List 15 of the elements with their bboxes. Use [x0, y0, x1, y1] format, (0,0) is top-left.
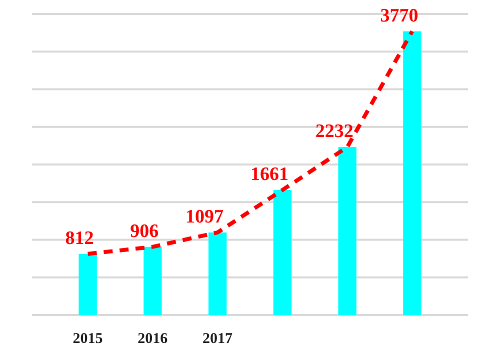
x-tick-label: 2015 — [72, 331, 103, 347]
data-label: 3770 — [380, 5, 418, 26]
data-label: 1097 — [186, 206, 224, 228]
x-tick-label: 2016 — [138, 331, 168, 347]
bar — [208, 232, 227, 315]
data-label: 1661 — [250, 164, 288, 186]
data-label: 2232 — [315, 121, 354, 142]
data-label: 906 — [130, 220, 159, 242]
data-label: 812 — [65, 228, 94, 249]
bar — [338, 147, 356, 315]
bar — [78, 254, 97, 315]
bar — [403, 31, 422, 315]
bar — [273, 190, 292, 315]
bar — [144, 246, 162, 315]
x-tick-label: 2017 — [202, 331, 234, 347]
